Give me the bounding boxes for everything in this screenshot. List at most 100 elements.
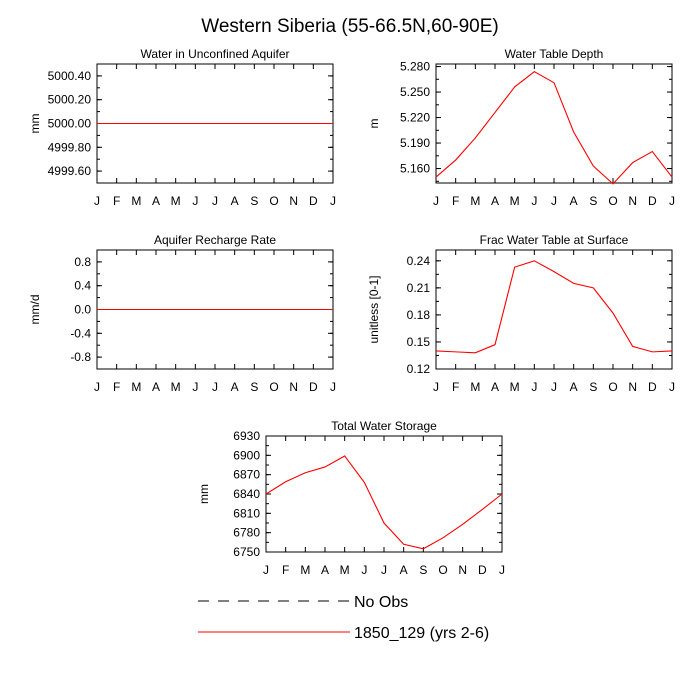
y-tick-label: 5.190 bbox=[400, 136, 430, 150]
y-tick-label: 0.4 bbox=[74, 279, 91, 293]
x-tick-label: A bbox=[491, 380, 499, 394]
x-tick-label: M bbox=[171, 380, 181, 394]
x-tick-label: O bbox=[269, 194, 278, 208]
y-tick-label: 5000.00 bbox=[48, 117, 92, 131]
panel-title: Water Table Depth bbox=[505, 47, 604, 61]
panel-title: Frac Water Table at Surface bbox=[480, 233, 629, 247]
x-tick-label: J bbox=[433, 194, 439, 208]
x-tick-label: M bbox=[131, 194, 141, 208]
x-tick-label: J bbox=[669, 194, 675, 208]
y-tick-label: 5.280 bbox=[400, 60, 430, 74]
y-tick-label: 0.12 bbox=[407, 362, 431, 376]
x-tick-label: S bbox=[589, 194, 597, 208]
y-tick-label: -0.4 bbox=[70, 326, 91, 340]
x-tick-label: M bbox=[470, 380, 480, 394]
x-tick-label: A bbox=[152, 194, 160, 208]
y-tick-label: 0.15 bbox=[407, 335, 431, 349]
y-axis-label: unitless [0-1] bbox=[367, 275, 381, 343]
y-tick-label: 5.160 bbox=[400, 162, 430, 176]
legend: No Obs 1850_129 (yrs 2-6) bbox=[198, 594, 489, 642]
x-tick-label: A bbox=[570, 194, 578, 208]
x-tick-label: A bbox=[152, 380, 160, 394]
x-tick-label: J bbox=[531, 380, 537, 394]
panel-title: Water in Unconfined Aquifer bbox=[141, 47, 290, 61]
y-axis-label: mm/d bbox=[28, 295, 42, 325]
x-tick-label: D bbox=[648, 380, 657, 394]
x-tick-label: D bbox=[478, 563, 487, 577]
series-line bbox=[265, 455, 503, 550]
y-tick-label: 6840 bbox=[233, 487, 260, 501]
x-tick-label: J bbox=[551, 194, 557, 208]
x-tick-label: N bbox=[289, 194, 298, 208]
x-tick-label: M bbox=[510, 380, 520, 394]
x-tick-label: J bbox=[192, 194, 198, 208]
x-tick-label: M bbox=[171, 194, 181, 208]
panel-title: Aquifer Recharge Rate bbox=[154, 233, 276, 247]
y-tick-label: 0.0 bbox=[74, 303, 91, 317]
x-tick-label: M bbox=[510, 194, 520, 208]
figure-title: Western Siberia (55-66.5N,60-90E) bbox=[201, 16, 498, 37]
x-tick-label: M bbox=[300, 563, 310, 577]
x-tick-label: J bbox=[192, 380, 198, 394]
x-tick-label: O bbox=[608, 194, 617, 208]
y-tick-label: 5000.20 bbox=[48, 93, 92, 107]
x-tick-label: O bbox=[438, 563, 447, 577]
x-tick-label: S bbox=[250, 380, 258, 394]
plot-frame bbox=[435, 249, 673, 370]
x-tick-label: N bbox=[458, 563, 467, 577]
legend-model-label: 1850_129 (yrs 2-6) bbox=[354, 625, 489, 642]
x-tick-label: S bbox=[419, 563, 427, 577]
x-tick-label: N bbox=[289, 380, 298, 394]
x-tick-label: N bbox=[628, 380, 637, 394]
x-tick-label: F bbox=[113, 194, 120, 208]
x-tick-label: S bbox=[250, 194, 258, 208]
y-tick-label: 5.250 bbox=[400, 85, 430, 99]
x-tick-label: J bbox=[212, 380, 218, 394]
x-tick-label: A bbox=[491, 194, 499, 208]
x-tick-label: A bbox=[231, 194, 239, 208]
x-tick-label: M bbox=[340, 563, 350, 577]
y-tick-label: 6870 bbox=[233, 468, 260, 482]
x-tick-label: M bbox=[470, 194, 480, 208]
x-tick-label: J bbox=[212, 194, 218, 208]
y-tick-label: 5.220 bbox=[400, 111, 430, 125]
x-tick-label: J bbox=[433, 380, 439, 394]
y-tick-label: 0.24 bbox=[407, 254, 431, 268]
y-axis-label: mm bbox=[28, 114, 42, 134]
x-tick-label: J bbox=[94, 380, 100, 394]
series-line bbox=[435, 260, 673, 354]
x-tick-label: J bbox=[94, 194, 100, 208]
x-tick-label: D bbox=[309, 380, 318, 394]
y-tick-label: 5000.40 bbox=[48, 69, 92, 83]
y-tick-label: 6780 bbox=[233, 526, 260, 540]
y-axis-label: m bbox=[367, 119, 381, 129]
plot-frame bbox=[265, 435, 503, 553]
y-tick-label: 6900 bbox=[233, 448, 260, 462]
x-tick-label: O bbox=[269, 380, 278, 394]
y-tick-label: 4999.60 bbox=[48, 164, 92, 178]
y-tick-label: 0.21 bbox=[407, 281, 431, 295]
y-axis-label: mm bbox=[197, 484, 211, 504]
x-tick-label: A bbox=[570, 380, 578, 394]
x-tick-label: F bbox=[452, 194, 459, 208]
x-tick-label: J bbox=[330, 194, 336, 208]
x-tick-label: A bbox=[400, 563, 408, 577]
y-tick-label: 6750 bbox=[233, 545, 260, 559]
panel-frac-water-table-surface: Frac Water Table at Surface unitless [0-1… bbox=[367, 233, 675, 394]
x-tick-label: O bbox=[608, 380, 617, 394]
x-tick-label: F bbox=[282, 563, 289, 577]
x-tick-label: J bbox=[551, 380, 557, 394]
y-tick-label: 6930 bbox=[233, 429, 260, 443]
x-tick-label: J bbox=[263, 563, 269, 577]
x-tick-label: J bbox=[669, 380, 675, 394]
x-tick-label: D bbox=[309, 194, 318, 208]
y-tick-label: -0.8 bbox=[70, 350, 91, 364]
legend-obs-label: No Obs bbox=[354, 594, 408, 611]
y-tick-label: 0.8 bbox=[74, 255, 91, 269]
x-tick-label: J bbox=[361, 563, 367, 577]
